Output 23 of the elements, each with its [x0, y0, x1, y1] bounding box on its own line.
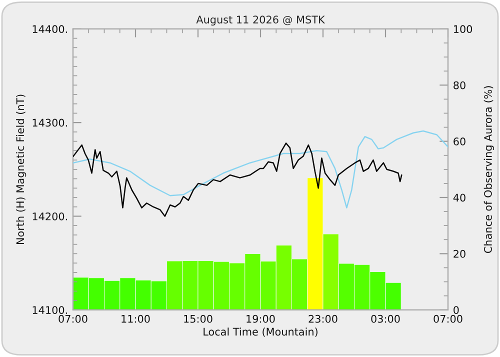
y2-tick-label: 80 — [454, 81, 466, 90]
y-tick-label: 14300. — [32, 118, 68, 127]
y2-tick-label: 0 — [454, 306, 459, 314]
x-tick-label: 03:00 — [371, 314, 400, 323]
chart-title: August 11 2026 @ MSTK — [196, 16, 326, 26]
y-axis-title: North (H) Magnetic Field (nT) — [16, 94, 26, 244]
y2-axis-title: Chance of Observing Aurora (%) — [484, 86, 494, 253]
x-axis-title: Local Time (Mountain) — [204, 328, 318, 337]
line-series — [73, 142, 402, 217]
x-tick-label: 15:00 — [184, 314, 212, 323]
y-tick-label: 14100. — [32, 306, 68, 314]
x-tick-label: 11:00 — [122, 314, 150, 323]
y2-tick-label: 60 — [454, 138, 466, 146]
y2-tick-label: 20 — [454, 250, 466, 258]
y2-tick-label: 100 — [454, 25, 472, 34]
y-tick-label: 14400. — [32, 25, 68, 34]
x-tick-label: 07:00 — [58, 314, 88, 323]
x-tick-label: 23:00 — [308, 314, 338, 323]
x-tick-label: 19:00 — [246, 314, 275, 323]
y2-tick-label: 40 — [453, 194, 466, 202]
line-series — [73, 130, 448, 208]
x-tick-label: 07:00 — [434, 314, 462, 323]
y-tick-label: 14200. — [32, 212, 68, 220]
